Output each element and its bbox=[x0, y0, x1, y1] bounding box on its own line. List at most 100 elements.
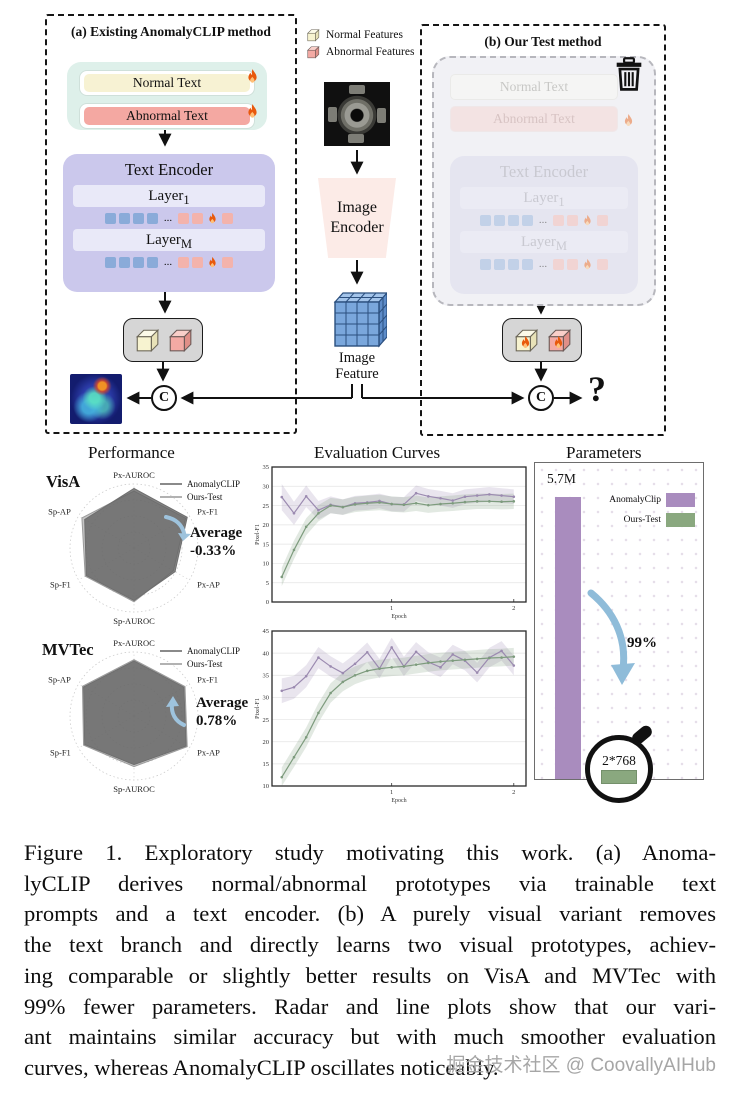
abnormal-cube-icon bbox=[167, 327, 193, 353]
svg-text:Px-AP: Px-AP bbox=[197, 747, 220, 757]
feature-squares-row: ... bbox=[460, 257, 628, 271]
reduction-percent: 99% bbox=[627, 635, 657, 651]
svg-text:30: 30 bbox=[263, 695, 270, 702]
anomaly-heatmap bbox=[70, 374, 122, 424]
ours-param-label: 2*768 bbox=[602, 753, 636, 768]
layer-1-row: Layer1 bbox=[460, 187, 628, 209]
faded-abnormal-text: Abnormal Text bbox=[450, 106, 618, 132]
svg-text:40: 40 bbox=[263, 650, 270, 657]
fire-icon bbox=[551, 335, 566, 350]
fire-icon bbox=[581, 258, 594, 271]
feature-squares-row: ... bbox=[460, 213, 628, 227]
svg-text:2: 2 bbox=[512, 605, 515, 612]
legend-swatch bbox=[160, 649, 182, 653]
parameters-legend: AnomalyClip Ours-Test bbox=[591, 493, 695, 527]
text-encoder-title: Text Encoder bbox=[124, 160, 214, 179]
svg-text:Sp-AUROC: Sp-AUROC bbox=[113, 784, 155, 794]
svg-text:0: 0 bbox=[266, 599, 269, 606]
line-chart-visa: 0 5 10 15 20 25 30 35 1 2 Epoch Pixel-F1 bbox=[255, 464, 527, 620]
svg-text:30: 30 bbox=[263, 483, 270, 490]
svg-text:20: 20 bbox=[263, 739, 270, 746]
text-encoder-box: Text Encoder Layer1 ... LayerM ... bbox=[63, 154, 275, 292]
svg-text:10: 10 bbox=[263, 783, 270, 790]
svg-text:45: 45 bbox=[263, 628, 270, 635]
mvtec-average-annotation: Average 0.78% bbox=[196, 695, 249, 729]
radar-chart-visa: Px-AUROC Px-F1 Px-AP Sp-AUROC Sp-F1 Sp-AP bbox=[48, 470, 220, 626]
panel-b-title: (b) Our Test method bbox=[484, 34, 602, 49]
question-mark: ? bbox=[588, 369, 606, 409]
image-feature-label: Image Feature bbox=[335, 350, 379, 382]
panel-our-method: (b) Our Test method Normal Text Abnormal… bbox=[420, 24, 666, 436]
performance-title: Performance bbox=[88, 443, 175, 462]
fire-icon bbox=[621, 113, 636, 128]
svg-text:2: 2 bbox=[512, 789, 515, 796]
prototype-cubes-b bbox=[502, 318, 582, 362]
abnormal-text-prompt: Abnormal Text bbox=[79, 103, 255, 129]
blue-arrow-icon bbox=[587, 589, 635, 685]
legend-abnormal-label: Abnormal Features bbox=[326, 45, 415, 58]
svg-text:Epoch: Epoch bbox=[391, 798, 406, 804]
layer-1-row: Layer1 bbox=[73, 185, 265, 207]
sample-image bbox=[324, 82, 390, 146]
parameters-panel: 5.7M AnomalyClip Ours-Test 99% 2*768 bbox=[534, 462, 704, 803]
blue-arrow-icon bbox=[166, 696, 186, 727]
visa-label: VisA bbox=[46, 472, 81, 491]
svg-text:Pixel-F1: Pixel-F1 bbox=[255, 698, 261, 719]
removed-text-branch: Normal Text Abnormal Text Text Encoder L… bbox=[432, 56, 656, 306]
svg-text:Sp-AP: Sp-AP bbox=[48, 675, 71, 685]
param-count-label: 5.7M bbox=[547, 471, 576, 486]
anomalyclip-bar bbox=[555, 497, 581, 779]
svg-text:5: 5 bbox=[266, 580, 269, 587]
concat-node-a: C bbox=[151, 385, 177, 411]
layer-m-row: LayerM bbox=[73, 229, 265, 251]
svg-text:Epoch: Epoch bbox=[391, 614, 406, 620]
svg-text:Px-F1: Px-F1 bbox=[197, 675, 218, 685]
svg-text:Pixel-F1: Pixel-F1 bbox=[255, 524, 261, 545]
normal-cube-icon bbox=[306, 28, 320, 42]
svg-text:Px-F1: Px-F1 bbox=[197, 507, 218, 517]
radar-legend-visa: AnomalyCLIP Ours-Test bbox=[160, 479, 240, 502]
fire-icon bbox=[581, 214, 594, 227]
text-prompts-container: Normal Text Abnormal Text bbox=[67, 62, 267, 130]
line-chart-mvtec: 10 15 20 25 30 35 40 45 1 2 Epoch Pixel-F1 bbox=[255, 628, 527, 804]
legend-swatch bbox=[160, 662, 182, 666]
abnormal-text-label: Abnormal Text bbox=[84, 107, 250, 125]
fire-icon bbox=[518, 335, 533, 350]
fire-icon bbox=[206, 256, 219, 269]
legend-normal-label: Normal Features bbox=[326, 28, 403, 41]
mvtec-label: MVTec bbox=[42, 640, 94, 659]
radar-legend-mvtec: AnomalyCLIP Ours-Test bbox=[160, 646, 240, 669]
image-feature-cube bbox=[333, 292, 387, 348]
svg-text:Sp-F1: Sp-F1 bbox=[50, 579, 71, 589]
svg-text:Px-AP: Px-AP bbox=[197, 579, 220, 589]
abnormal-cube-icon bbox=[306, 45, 320, 59]
svg-text:10: 10 bbox=[263, 561, 270, 568]
trash-icon bbox=[613, 56, 645, 92]
legend-swatch bbox=[160, 495, 182, 499]
evaluation-curves-title: Evaluation Curves bbox=[314, 443, 441, 462]
magnifier: 2*768 bbox=[585, 735, 653, 803]
fire-icon bbox=[244, 103, 261, 120]
svg-text:Px-AUROC: Px-AUROC bbox=[113, 470, 155, 480]
normal-cube-icon bbox=[134, 327, 160, 353]
svg-text:25: 25 bbox=[263, 717, 270, 724]
visa-average-annotation: Average -0.33% bbox=[190, 525, 243, 559]
prototype-cubes-a bbox=[123, 318, 203, 362]
figure-caption: Figure 1. Exploratory study motivating t… bbox=[24, 840, 716, 1080]
blue-arrow-icon bbox=[164, 515, 191, 541]
legend-swatch bbox=[666, 513, 695, 527]
watermark: 掘金技术社区 @ CoovallyAIHub bbox=[446, 1055, 716, 1076]
ours-test-bar bbox=[601, 770, 637, 784]
layer-m-row: LayerM bbox=[460, 231, 628, 253]
svg-text:25: 25 bbox=[263, 503, 270, 510]
legend-swatch bbox=[160, 482, 182, 486]
normal-text-prompt: Normal Text bbox=[79, 70, 255, 96]
radar-chart-mvtec: Px-AUROC Px-F1 Px-AP Sp-AUROC Sp-F1 Sp-AP bbox=[48, 638, 220, 794]
panel-existing-method: (a) Existing AnomalyCLIP method Normal T… bbox=[45, 14, 297, 434]
svg-text:Sp-AP: Sp-AP bbox=[48, 507, 71, 517]
legend-swatch bbox=[666, 493, 695, 507]
feature-squares-row: ... bbox=[73, 211, 265, 225]
faded-normal-text: Normal Text bbox=[450, 74, 618, 100]
svg-text:1: 1 bbox=[390, 789, 393, 796]
